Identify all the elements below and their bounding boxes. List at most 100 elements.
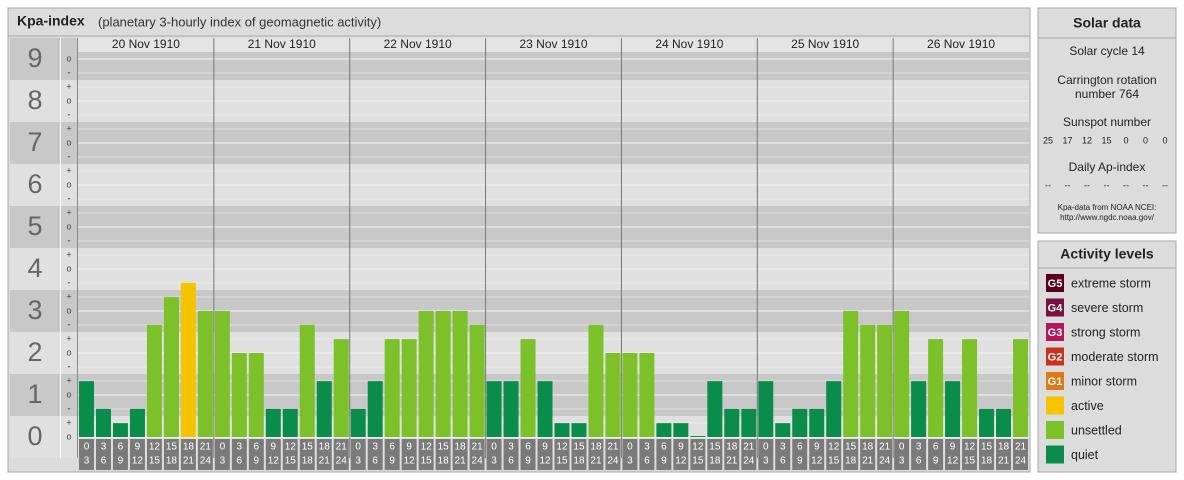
x-tick-label: 6 — [101, 456, 107, 467]
hour-box — [197, 439, 213, 470]
x-tick-label: 9 — [389, 456, 395, 467]
x-tick-label: 21 — [743, 442, 755, 453]
x-tick-label: 0 — [763, 442, 769, 453]
hour-box — [79, 439, 94, 470]
carrington: number 764 — [1075, 87, 1139, 101]
x-tick-label: 15 — [828, 456, 840, 467]
bar — [282, 408, 298, 437]
bar — [588, 324, 604, 437]
bar — [826, 381, 842, 437]
x-tick-label: 3 — [84, 456, 90, 467]
bar — [1013, 339, 1028, 437]
x-tick-label: 6 — [797, 442, 803, 453]
ap-value: -- — [1065, 180, 1071, 190]
bar — [197, 311, 213, 437]
legend-label: quiet — [1071, 448, 1099, 462]
x-tick-label: 15 — [573, 442, 585, 453]
x-tick-label: 12 — [556, 442, 568, 453]
y-minor-label: - — [68, 193, 71, 203]
hour-box — [520, 439, 536, 470]
hour-box — [333, 439, 349, 470]
bar — [860, 324, 876, 437]
x-tick-label: 18 — [709, 456, 721, 467]
hour-box — [452, 439, 468, 470]
x-tick-label: 3 — [644, 442, 650, 453]
bar — [435, 311, 451, 437]
sunspot-number: 0 — [1143, 135, 1148, 145]
x-tick-label: 9 — [135, 442, 141, 453]
hour-box — [996, 439, 1012, 470]
x-tick-label: 18 — [455, 442, 467, 453]
bar — [758, 381, 774, 437]
bar — [248, 353, 264, 437]
bar — [112, 423, 128, 437]
x-group-label: 26 Nov 1910 — [927, 37, 995, 51]
hour-box — [724, 439, 740, 470]
bar — [656, 423, 672, 437]
hour-box — [826, 439, 842, 470]
bar — [571, 423, 587, 437]
x-tick-label: 3 — [491, 456, 497, 467]
solar-panel — [1037, 7, 1177, 234]
date-row — [78, 38, 1029, 52]
hour-box — [129, 439, 145, 470]
ap-value: -- — [1045, 180, 1051, 190]
sunspot-number: 15 — [1101, 135, 1111, 145]
x-group-label: 24 Nov 1910 — [655, 37, 723, 51]
legend-label: minor storm — [1071, 374, 1137, 388]
x-tick-label: 12 — [828, 442, 840, 453]
legend-swatch — [1046, 372, 1064, 390]
x-tick-label: 12 — [149, 442, 161, 453]
y-minor-label: o — [66, 347, 71, 357]
bar — [384, 339, 400, 437]
x-tick-label: 9 — [542, 442, 548, 453]
x-tick-label: 3 — [355, 456, 361, 467]
x-tick-label: 15 — [709, 442, 721, 453]
x-tick-label: 3 — [899, 456, 905, 467]
y-tick-label: 9 — [27, 43, 42, 73]
x-tick-label: 12 — [947, 456, 959, 467]
x-tick-label: 3 — [763, 456, 769, 467]
hour-box — [622, 439, 638, 470]
bar — [129, 408, 145, 437]
x-tick-label: 15 — [302, 442, 314, 453]
y-tick-label: 3 — [27, 295, 42, 325]
hour-box — [639, 439, 655, 470]
y-minor-label: + — [66, 333, 71, 343]
x-tick-label: 21 — [879, 442, 891, 453]
x-tick-label: 0 — [355, 442, 361, 453]
x-tick-label: 18 — [998, 442, 1010, 453]
y-tick-label: 0 — [27, 421, 42, 451]
bar — [894, 311, 910, 437]
bar — [622, 353, 638, 437]
x-tick-label: 9 — [406, 442, 412, 453]
bar — [792, 408, 808, 437]
legend-swatch — [1046, 274, 1064, 292]
hour-box — [231, 439, 247, 470]
y-tick-label: 8 — [27, 85, 42, 115]
legend-swatch — [1046, 445, 1064, 464]
hour-box — [180, 439, 196, 470]
y-minor-label: o — [66, 53, 71, 63]
hour-box — [95, 439, 111, 470]
hour-box — [282, 439, 298, 470]
x-tick-label: 3 — [627, 456, 633, 467]
x-tick-label: 3 — [101, 442, 107, 453]
hour-box — [248, 439, 264, 470]
legend-code: G3 — [1048, 327, 1063, 339]
bar — [503, 381, 519, 437]
x-tick-label: 12 — [421, 442, 433, 453]
hour-box — [690, 439, 706, 470]
x-tick-label: 15 — [149, 456, 161, 467]
x-tick-label: 15 — [845, 442, 857, 453]
bar — [231, 353, 247, 437]
hour-box — [469, 439, 485, 470]
x-tick-label: 3 — [372, 442, 378, 453]
hour-box — [775, 439, 791, 470]
bar — [843, 311, 859, 437]
hour-box — [656, 439, 672, 470]
bar — [469, 324, 485, 437]
x-tick-label: 18 — [319, 442, 331, 453]
y-tick-label: 2 — [27, 337, 42, 367]
